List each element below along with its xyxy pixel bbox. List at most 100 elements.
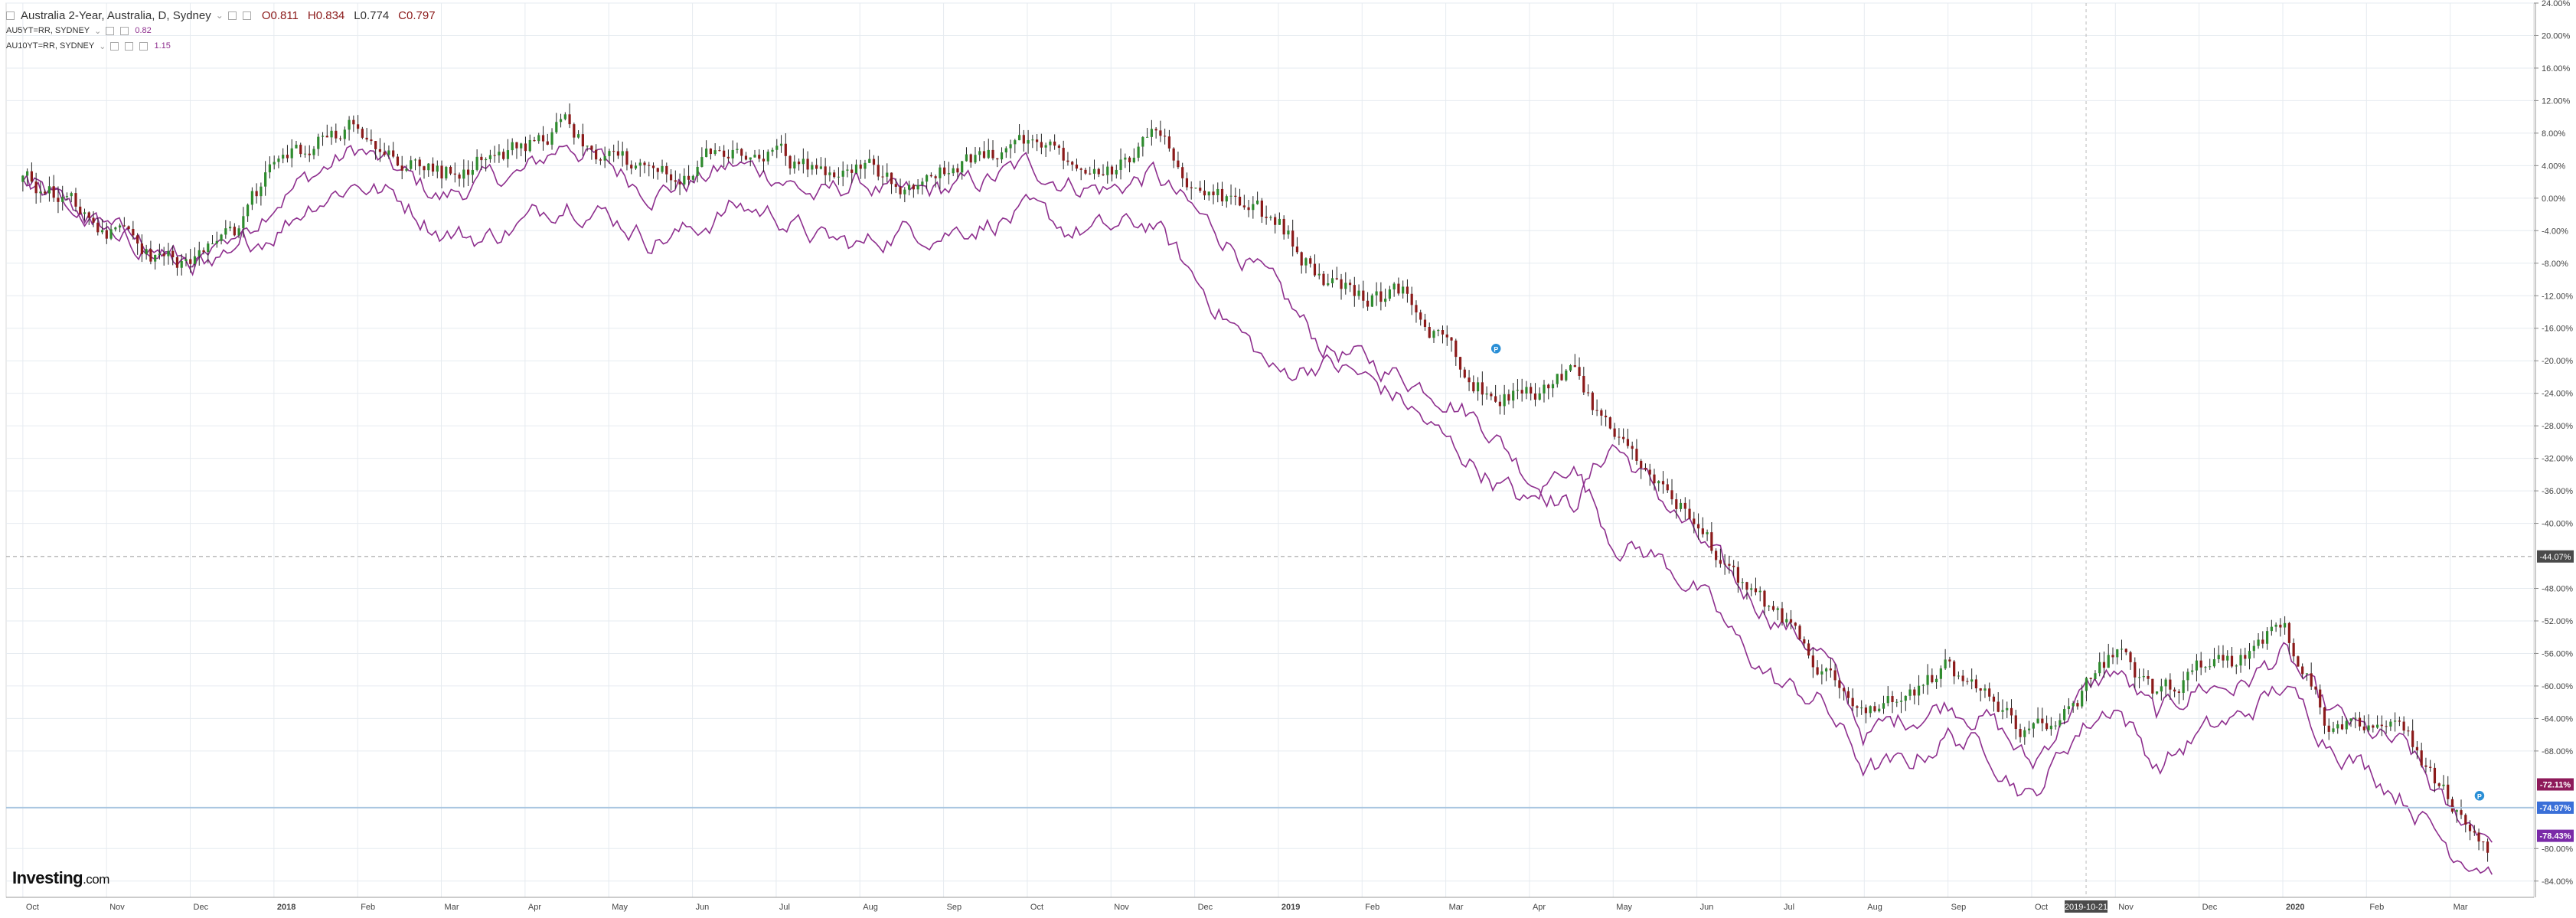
candle-body bbox=[1913, 689, 1916, 696]
series-line-au5yt-rr-sydney bbox=[22, 144, 2493, 843]
candle-body bbox=[1644, 468, 1647, 470]
candle-body bbox=[815, 165, 818, 169]
x-tick-label: Aug bbox=[863, 903, 878, 912]
candle-body bbox=[2248, 651, 2251, 659]
candle-body bbox=[357, 124, 360, 129]
candle-body bbox=[956, 168, 959, 173]
candle-body bbox=[312, 149, 315, 155]
x-tick-label: Oct bbox=[2035, 903, 2048, 912]
x-tick-label: Dec bbox=[194, 903, 209, 912]
candle-body bbox=[2345, 720, 2348, 730]
legend-main-row[interactable]: Australia 2-Year, Australia, D, Sydney ⌄… bbox=[6, 8, 436, 23]
candle-body bbox=[1049, 141, 1052, 145]
candle-body bbox=[1309, 258, 1312, 264]
investing-logo[interactable]: Investing.com bbox=[12, 868, 109, 888]
candle-body bbox=[982, 151, 986, 158]
candle-body bbox=[118, 225, 122, 228]
candle-body bbox=[723, 150, 726, 157]
candle-body bbox=[1468, 377, 1471, 383]
candle-body bbox=[581, 134, 584, 147]
y-tick-label: -24.00% bbox=[2542, 390, 2573, 399]
candle-body bbox=[1820, 671, 1823, 675]
candle-body bbox=[506, 150, 510, 159]
candle-body bbox=[2094, 673, 2097, 679]
candle-body bbox=[1353, 285, 1356, 296]
x-tick-label: Dec bbox=[1198, 903, 1213, 912]
y-tick-label: -36.00% bbox=[2542, 487, 2573, 496]
candle-body bbox=[83, 212, 87, 214]
candle-body bbox=[1330, 278, 1334, 283]
candle-body bbox=[2209, 666, 2212, 668]
candle-body bbox=[1265, 217, 1268, 218]
candle-body bbox=[2244, 655, 2247, 659]
candle-body bbox=[2067, 706, 2070, 710]
settings-icon[interactable] bbox=[106, 26, 115, 35]
legend-series1-row[interactable]: AU5YT=RR, SYDNEY ⌄ 0.82 bbox=[6, 23, 436, 38]
candle-body bbox=[96, 222, 100, 233]
settings-icon[interactable] bbox=[227, 11, 237, 20]
candle-body bbox=[854, 164, 858, 173]
collapse-icon[interactable] bbox=[6, 11, 15, 20]
candle-body bbox=[559, 119, 563, 123]
x-tick-label: Apr bbox=[1533, 903, 1546, 912]
candle-body bbox=[2319, 689, 2322, 708]
candle-body bbox=[1605, 415, 1608, 418]
x-tick-label: Sep bbox=[1951, 903, 1967, 912]
x-tick-label: Jun bbox=[696, 903, 710, 912]
candle-body bbox=[1388, 289, 1391, 299]
close-icon[interactable] bbox=[139, 41, 149, 51]
candle-body bbox=[1758, 590, 1761, 593]
chart-legend: Australia 2-Year, Australia, D, Sydney ⌄… bbox=[6, 8, 436, 54]
candle-body bbox=[1696, 524, 1700, 529]
candle-body bbox=[1551, 384, 1555, 389]
candle-body bbox=[2235, 665, 2238, 667]
candle-body bbox=[1996, 701, 2000, 712]
candle-body bbox=[1895, 701, 1899, 703]
candle-body bbox=[224, 228, 227, 235]
legend-main-title[interactable]: Australia 2-Year, Australia, D, Sydney bbox=[21, 8, 211, 22]
candle-body bbox=[1706, 532, 1709, 534]
candle-body bbox=[30, 171, 33, 182]
candle-body bbox=[2372, 725, 2375, 728]
chevron-down-icon[interactable]: ⌄ bbox=[99, 41, 106, 51]
candle-body bbox=[709, 149, 712, 155]
candle-body bbox=[753, 155, 756, 158]
candle-body bbox=[2129, 652, 2132, 662]
candle-body bbox=[2204, 667, 2207, 668]
candle-body bbox=[2336, 724, 2339, 729]
candle-body bbox=[926, 175, 929, 182]
legend-series2-row[interactable]: AU10YT=RR, SYDNEY ⌄ 1.15 bbox=[6, 38, 436, 54]
candle-body bbox=[1150, 129, 1153, 137]
candle-body bbox=[1344, 283, 1347, 289]
legend-series1-label[interactable]: AU5YT=RR, SYDNEY bbox=[6, 26, 90, 35]
level-badge bbox=[2537, 550, 2574, 563]
candle-body bbox=[775, 145, 779, 150]
candle-body bbox=[643, 162, 646, 165]
logo-text: Investing bbox=[12, 868, 83, 887]
candle-body bbox=[352, 119, 355, 125]
candle-body bbox=[2195, 660, 2199, 671]
candle-body bbox=[1507, 394, 1510, 401]
candle-body bbox=[1009, 144, 1012, 149]
candle-body bbox=[824, 166, 827, 175]
chevron-down-icon[interactable]: ⌄ bbox=[94, 26, 102, 36]
hide-icon[interactable] bbox=[242, 11, 251, 20]
candle-body bbox=[630, 165, 633, 169]
candle-body bbox=[184, 259, 188, 262]
settings-icon[interactable] bbox=[110, 41, 119, 51]
candle-body bbox=[806, 158, 809, 170]
chevron-down-icon[interactable]: ⌄ bbox=[215, 10, 224, 21]
hide-icon[interactable] bbox=[120, 26, 129, 35]
candle-body bbox=[2380, 724, 2383, 727]
hide-icon[interactable] bbox=[125, 41, 134, 51]
candle-body bbox=[625, 151, 628, 165]
candle-body bbox=[2155, 691, 2159, 694]
candle-body bbox=[1591, 392, 1594, 410]
legend-series2-label[interactable]: AU10YT=RR, SYDNEY bbox=[6, 41, 95, 51]
y-tick-label: -8.00% bbox=[2542, 260, 2568, 269]
candle-body bbox=[1556, 374, 1559, 384]
candle-body bbox=[1768, 606, 1771, 607]
candle-body bbox=[1269, 217, 1272, 218]
